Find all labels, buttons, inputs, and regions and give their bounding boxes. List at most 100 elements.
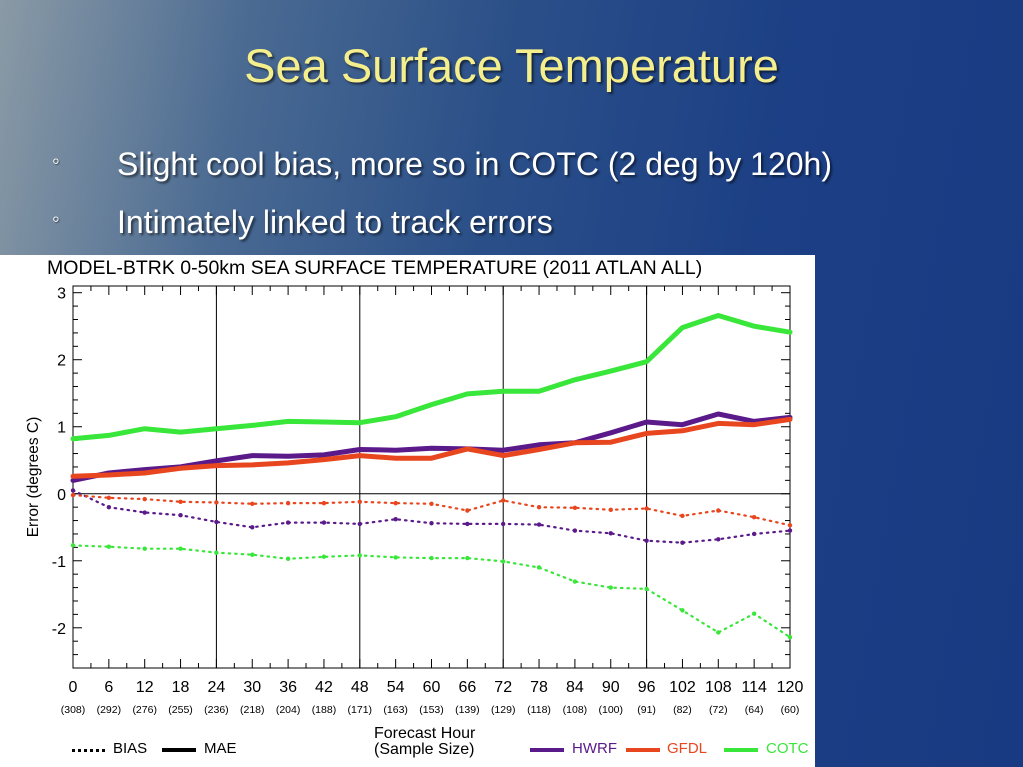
legend-gfdl-label: GFDL <box>667 740 708 757</box>
data-point-cotc-bias <box>751 611 757 616</box>
x-tick-label: 120 <box>777 679 804 696</box>
data-point-hwrf-bias <box>787 528 793 533</box>
data-point-hwrf-bias <box>608 531 613 536</box>
data-point-hwrf-bias <box>250 525 255 530</box>
x-tick-label: 66 <box>458 679 476 696</box>
sample-size-label: (204) <box>276 704 301 716</box>
data-point-hwrf-bias <box>465 521 470 527</box>
x-tick-label: 24 <box>208 679 226 696</box>
data-point-gfdl-bias <box>716 508 721 513</box>
data-point-cotc-bias <box>501 559 506 564</box>
data-point-cotc-bias <box>214 550 219 555</box>
data-point-cotc-bias <box>787 634 793 640</box>
sample-size-label: (64) <box>745 704 764 716</box>
sample-size-label: (255) <box>168 704 193 716</box>
sst-error-chart: -2-101230(308)6(292)12(276)18(255)24(236… <box>25 285 804 716</box>
legend-cotc-label: COTC <box>766 740 809 757</box>
sample-size-label: (100) <box>598 704 623 716</box>
bullet-text: Slight cool bias, more so in COTC (2 deg… <box>117 146 832 182</box>
x-tick-label: 84 <box>566 679 584 696</box>
data-point-cotc-bias <box>716 630 721 635</box>
data-point-cotc-bias <box>393 555 398 560</box>
x-axis-sublabel: (Sample Size) <box>374 741 475 758</box>
x-tick-label: 72 <box>494 679 512 696</box>
data-point-cotc-bias <box>680 608 685 613</box>
x-tick-label: 6 <box>104 679 113 696</box>
data-point-cotc-bias <box>285 556 291 561</box>
data-point-gfdl-bias <box>572 505 578 511</box>
y-tick-label: -2 <box>52 621 66 638</box>
data-point-gfdl-bias <box>178 499 183 504</box>
sample-size-label: (129) <box>491 704 516 716</box>
data-point-hwrf-bias <box>321 520 327 525</box>
y-tick-label: -1 <box>52 554 66 571</box>
x-tick-label: 30 <box>243 679 261 696</box>
data-point-hwrf-bias <box>536 522 542 527</box>
legend-mae-swatch <box>162 748 196 752</box>
legend-bias-swatch <box>72 749 105 752</box>
slide-title: Sea Surface Temperature <box>244 39 779 92</box>
sample-size-label: (236) <box>204 704 229 716</box>
data-point-gfdl-bias <box>751 515 757 520</box>
data-point-cotc-bias <box>70 543 76 548</box>
data-point-cotc-bias <box>536 565 542 570</box>
data-point-hwrf-bias <box>178 513 183 518</box>
x-tick-label: 60 <box>423 679 441 696</box>
bullet-marker: ◦ <box>52 148 60 173</box>
data-point-hwrf-bias <box>357 521 362 527</box>
x-tick-label: 18 <box>172 679 190 696</box>
data-point-gfdl-bias <box>608 507 613 513</box>
data-point-gfdl-bias <box>465 508 470 513</box>
y-tick-label: 2 <box>57 353 66 370</box>
sample-size-label: (108) <box>563 704 588 716</box>
data-point-gfdl-bias <box>536 504 542 510</box>
x-axis-label: Forecast Hour <box>374 725 476 742</box>
data-point-cotc-bias <box>142 546 147 551</box>
data-point-hwrf-bias <box>751 531 757 537</box>
sample-size-label: (72) <box>709 704 728 716</box>
y-axis-label: Error (degrees C) <box>25 417 42 538</box>
data-point-gfdl-bias <box>787 523 793 528</box>
sample-size-label: (82) <box>673 704 692 716</box>
data-point-cotc-bias <box>178 546 183 551</box>
x-tick-label: 102 <box>669 679 696 696</box>
data-point-gfdl-bias <box>70 492 76 498</box>
y-tick-label: 0 <box>57 487 66 504</box>
sample-size-label: (218) <box>240 704 265 716</box>
data-point-hwrf-bias <box>70 488 76 493</box>
data-point-hwrf-bias <box>106 504 112 510</box>
series-line-gfdl-mae <box>70 416 793 479</box>
legend-bias-label: BIAS <box>113 740 148 757</box>
data-point-hwrf-bias <box>214 519 219 525</box>
data-point-gfdl-bias <box>142 496 147 502</box>
data-point-gfdl-bias <box>106 495 112 500</box>
bullet-text: Intimately linked to track errors <box>117 204 553 240</box>
bullet-marker: ◦ <box>52 206 60 231</box>
legend-gfdl-swatch <box>626 748 660 752</box>
data-point-gfdl-bias <box>393 500 398 506</box>
sample-size-label: (163) <box>383 704 408 716</box>
sample-size-label: (188) <box>312 704 337 716</box>
data-point-hwrf-bias <box>680 540 685 545</box>
sample-size-label: (292) <box>97 704 122 716</box>
data-point-hwrf-bias <box>285 520 291 525</box>
data-point-gfdl-bias <box>214 500 219 505</box>
x-tick-label: 114 <box>741 679 767 696</box>
x-tick-label: 0 <box>69 679 78 696</box>
x-tick-label: 108 <box>705 679 732 696</box>
data-point-cotc-bias <box>465 555 470 561</box>
series-line-cotc-mae <box>70 313 793 442</box>
data-point-hwrf-bias <box>572 528 578 533</box>
data-point-hwrf-bias <box>429 521 434 526</box>
x-tick-label: 54 <box>387 679 405 696</box>
chart-panel: -2 -1 0 1 2 3 0 (308) 6 (292) 12 (276) 18 (255) 24 (236… <box>0 255 815 767</box>
x-tick-label: 96 <box>638 679 656 696</box>
data-point-gfdl-bias <box>250 501 255 507</box>
data-point-gfdl-bias <box>501 498 506 503</box>
y-tick-label: 3 <box>57 286 66 303</box>
data-point-hwrf-bias <box>393 517 398 522</box>
chart-title: MODEL-BTRK 0-50km SEA SURFACE TEMPERATUR… <box>47 257 703 279</box>
x-tick-label: 78 <box>530 679 548 696</box>
data-point-hwrf-bias <box>501 521 506 527</box>
data-point-cotc-bias <box>106 544 112 549</box>
